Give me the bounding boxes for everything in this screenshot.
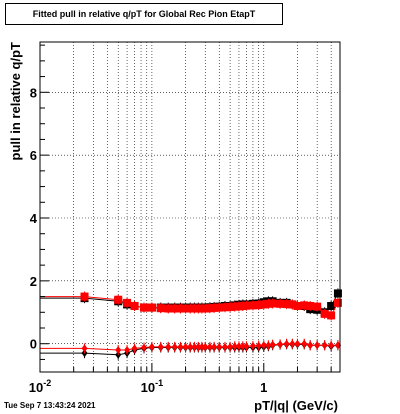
x-tick-label: 1 <box>260 380 267 395</box>
marker-red-sigma <box>181 304 190 313</box>
marker-red-mean <box>206 342 213 351</box>
marker-red-mean <box>243 342 250 351</box>
marker-red-mean <box>191 342 198 351</box>
marker-red-mean <box>124 346 131 354</box>
marker-red-mean <box>148 342 155 351</box>
y-tick-label: 0 <box>30 337 37 352</box>
series-1 <box>40 291 342 321</box>
plot-frame <box>39 41 341 373</box>
marker-red-sigma <box>147 303 156 312</box>
marker-red-sigma <box>210 303 219 312</box>
marker-red-mean <box>221 342 228 351</box>
y-tick-label: 2 <box>30 274 37 289</box>
marker-red-mean <box>334 341 341 350</box>
marker-red-sigma <box>313 302 322 311</box>
marker-red-mean <box>289 339 296 348</box>
marker-red-sigma <box>80 292 89 301</box>
marker-red-sigma <box>123 298 132 307</box>
marker-red-mean <box>283 339 290 348</box>
marker-red-sigma <box>306 302 315 310</box>
marker-red-mean <box>216 342 223 351</box>
marker-black-sigma <box>333 289 342 298</box>
marker-red-sigma <box>254 301 263 310</box>
marker-red-sigma <box>205 304 214 313</box>
marker-red-mean <box>239 342 246 351</box>
marker-red-mean <box>140 343 147 352</box>
marker-red-mean <box>260 341 267 350</box>
marker-red-sigma <box>164 304 173 313</box>
marker-red-sigma <box>276 299 285 308</box>
marker-red-mean <box>307 341 314 350</box>
x-tick-label: 10-2 <box>29 378 51 395</box>
marker-red-sigma <box>248 301 257 310</box>
marker-red-mean <box>227 342 234 351</box>
marker-red-sigma <box>176 304 185 313</box>
marker-red-sigma <box>170 304 179 313</box>
marker-red-sigma <box>220 303 229 312</box>
marker-red-mean <box>187 342 194 351</box>
marker-red-sigma <box>186 304 195 313</box>
marker-red-sigma <box>320 309 329 318</box>
marker-red-sigma <box>327 311 336 320</box>
marker-red-mean <box>314 341 321 350</box>
marker-red-sigma <box>130 302 139 310</box>
marker-red-mean <box>328 341 335 350</box>
y-tick-label: 8 <box>30 85 37 100</box>
marker-red-mean <box>277 340 284 349</box>
marker-red-mean <box>171 342 178 351</box>
marker-black-sigma <box>327 302 336 310</box>
marker-red-mean <box>195 342 202 351</box>
marker-red-mean <box>81 344 88 353</box>
marker-red-sigma <box>293 302 302 310</box>
marker-red-mean <box>202 342 209 351</box>
marker-red-mean <box>269 340 276 349</box>
marker-red-sigma <box>300 301 309 310</box>
marker-red-sigma <box>156 304 165 313</box>
y-axis-label: pull in relative q/pT <box>8 42 23 161</box>
marker-red-sigma <box>259 300 268 309</box>
marker-red-mean <box>235 342 242 351</box>
marker-red-sigma <box>282 300 291 309</box>
marker-red-mean <box>182 342 189 351</box>
marker-red-sigma <box>215 303 224 312</box>
timestamp: Tue Sep 7 13:43:24 2021 <box>4 401 96 410</box>
x-tick-label: 10-1 <box>141 378 163 395</box>
marker-red-sigma <box>264 299 273 308</box>
axes: 0 2 4 6 8 10-2 10-1 1 <box>29 44 332 395</box>
marker-red-mean <box>231 342 238 351</box>
marker-red-mean <box>198 342 205 351</box>
plot-title: Fitted pull in relative q/pT for Global … <box>32 9 256 19</box>
marker-red-sigma <box>288 300 297 309</box>
marker-red-sigma <box>268 299 277 308</box>
marker-red-mean <box>294 339 301 348</box>
marker-red-mean <box>249 341 256 350</box>
marker-red-mean <box>321 341 328 350</box>
marker-red-sigma <box>226 302 235 311</box>
marker-red-sigma <box>139 303 148 312</box>
marker-red-sigma <box>242 301 251 310</box>
x-axis-label: pT/|q| (GeV/c) <box>254 398 338 413</box>
marker-red-mean <box>301 339 308 348</box>
marker-red-mean <box>177 342 184 351</box>
marker-red-mean <box>131 344 138 353</box>
y-tick-label: 4 <box>30 211 38 226</box>
marker-red-sigma <box>230 302 239 311</box>
plot-title-box: Fitted pull in relative q/pT for Global … <box>5 3 283 25</box>
marker-red-mean <box>157 342 164 351</box>
marker-red-sigma <box>201 304 210 313</box>
y-tick-label: 6 <box>30 148 37 163</box>
marker-red-mean <box>165 342 172 351</box>
series-layer <box>40 288 342 360</box>
plot-area <box>40 42 340 372</box>
marker-red-sigma <box>333 298 342 307</box>
grid-lines <box>39 42 340 372</box>
series-3 <box>40 338 341 355</box>
marker-red-mean <box>115 346 122 354</box>
marker-red-mean <box>265 341 272 350</box>
marker-red-mean <box>211 342 218 351</box>
marker-red-mean <box>255 341 262 350</box>
marker-red-sigma <box>114 295 123 304</box>
